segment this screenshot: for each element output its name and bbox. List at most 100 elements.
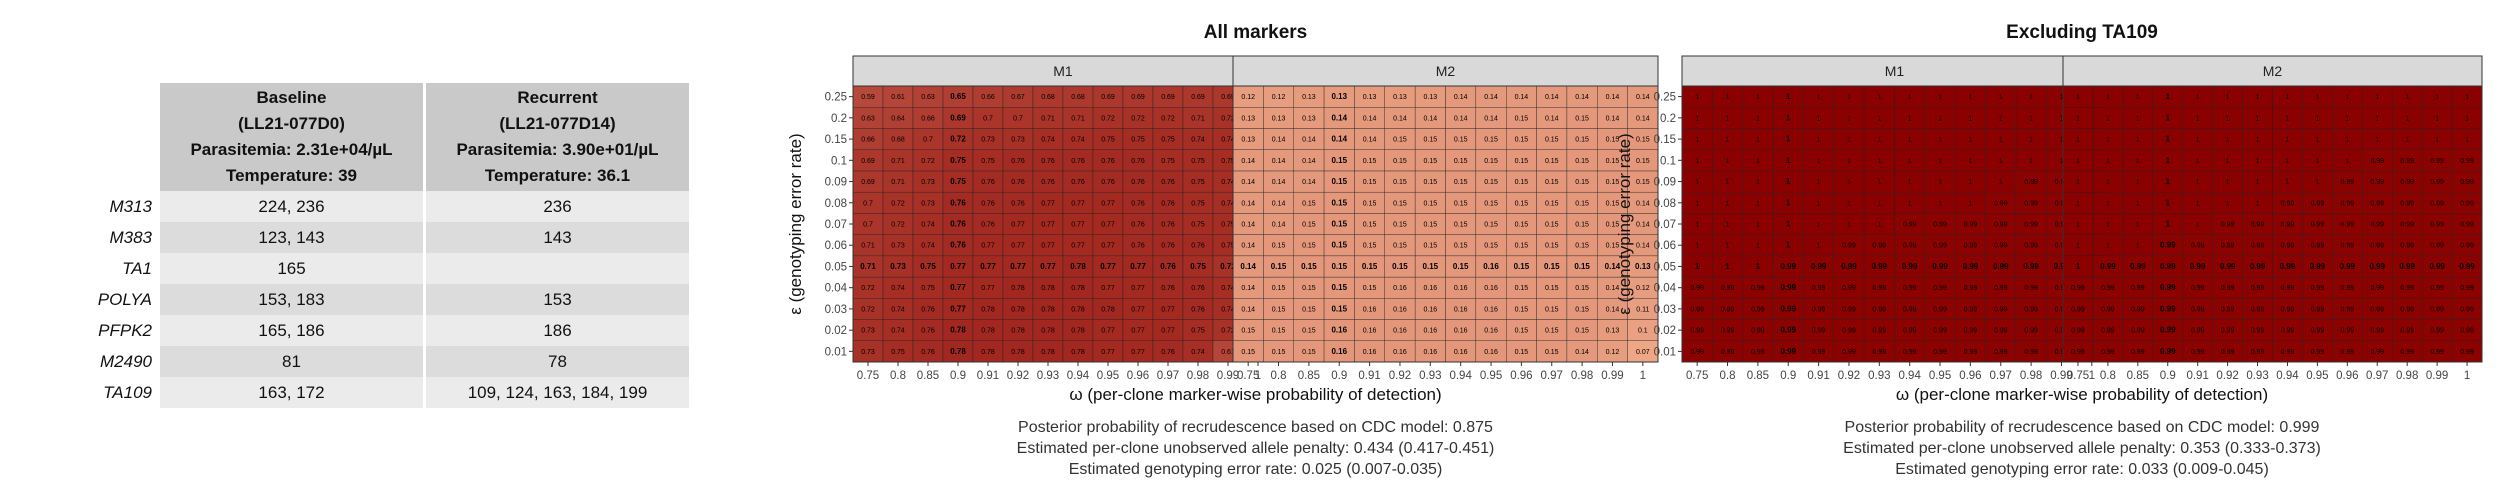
heatmap-cell xyxy=(1242,107,1274,129)
cell-value-label: 0.13 xyxy=(1393,94,1407,101)
cell-value-label: 1 xyxy=(2136,222,2140,229)
heatmap-cell xyxy=(1445,149,1477,172)
cell-value-label: 0.75 xyxy=(1161,137,1175,144)
heatmap-cell xyxy=(1032,319,1064,341)
heatmap-cell xyxy=(1681,107,1713,129)
heatmap-cell xyxy=(2046,340,2077,363)
y-tick-label: 0.03 xyxy=(825,304,847,316)
cell-value-label: 0.99 xyxy=(2370,179,2384,186)
cell-value-label: 1 xyxy=(2196,222,2200,229)
cell-value-label: 0.15 xyxy=(1545,285,1559,292)
cell-value-label: 0.15 xyxy=(1241,349,1255,356)
facet-label: M2 xyxy=(1436,63,1456,79)
heatmap-cell xyxy=(2076,107,2108,129)
cell-value-label: 1 xyxy=(1756,94,1760,101)
heatmap-cell xyxy=(1742,298,1774,320)
heatmap-cell xyxy=(1092,170,1124,193)
cell-value-label: 0.78 xyxy=(1071,306,1085,313)
cell-value-label: 0.73 xyxy=(921,200,935,207)
heatmap-cell xyxy=(2242,255,2273,278)
cell-value-label: 0.76 xyxy=(1191,306,1205,313)
heatmap-cell xyxy=(2152,85,2183,108)
heatmap-cell xyxy=(1894,255,1926,278)
heatmap-cell xyxy=(1475,276,1507,299)
heatmap-cell xyxy=(942,191,974,214)
heatmap-cell xyxy=(1293,276,1325,299)
heatmap-cell xyxy=(2182,107,2213,129)
cell-value-label: 0.71 xyxy=(860,262,876,271)
cell-value-label: 0.72 xyxy=(1221,328,1235,335)
cell-value-label: 0.13 xyxy=(1635,262,1651,271)
heatmap-cell xyxy=(1263,340,1294,363)
heatmap-cell xyxy=(1212,213,1244,235)
cell-value-label: 1 xyxy=(2226,115,2230,122)
heatmap-cell xyxy=(1323,298,1355,320)
heatmap-cell xyxy=(1712,213,1743,235)
heatmap-cell xyxy=(1152,276,1184,299)
heatmap-cell xyxy=(1475,213,1507,235)
cell-value-label: 0.99 xyxy=(1751,306,1765,313)
heatmap-cell xyxy=(1833,170,1865,193)
cell-value-label: 0.16 xyxy=(1393,285,1407,292)
heatmap-cell xyxy=(2332,276,2363,299)
heatmap-cell xyxy=(1894,319,1926,341)
cell-value-label: 1 xyxy=(1877,222,1881,229)
cell-value-label: 0.99 xyxy=(1721,328,1735,335)
heatmap-cell xyxy=(2062,128,2094,150)
cell-value-label: 0.76 xyxy=(950,220,966,229)
heatmap-cell xyxy=(1712,276,1743,299)
heatmap-cell xyxy=(1384,234,1416,257)
heatmap-cell xyxy=(1742,213,1774,235)
heatmap-cell xyxy=(2212,340,2243,363)
cell-value-label: 0.99 xyxy=(2370,158,2384,165)
heatmap-cell xyxy=(1742,191,1774,214)
x-tick-label: 0.9 xyxy=(1331,370,1347,382)
recurrent-alleles: 109, 124, 163, 184, 199 xyxy=(423,377,689,408)
cell-value-label: 1 xyxy=(2029,137,2033,144)
heatmap-cell xyxy=(1803,276,1834,299)
cell-value-label: 0.99 xyxy=(2281,306,2295,313)
heatmap-cell xyxy=(1182,255,1214,278)
recurrent-alleles: 236 xyxy=(423,191,689,222)
y-tick-label: 0.08 xyxy=(1654,198,1676,210)
cell-value-label: 1 xyxy=(2286,158,2290,165)
cell-value-label: 0.13 xyxy=(1363,94,1377,101)
heatmap-cell xyxy=(1566,149,1598,172)
heatmap-cell xyxy=(1263,128,1294,150)
cell-value-label: 0.99 xyxy=(2400,306,2414,313)
cell-value-label: 0.74 xyxy=(1191,349,1205,356)
heatmap-cell xyxy=(1681,191,1713,214)
cell-value-label: 0.14 xyxy=(1241,222,1255,229)
heatmap-cell xyxy=(1242,255,1274,278)
cell-value-label: 0.15 xyxy=(1454,158,1468,165)
cell-value-label: 0.99 xyxy=(1842,349,1856,356)
cell-value-label: 0.99 xyxy=(1994,328,2008,335)
heatmap-cell xyxy=(852,128,884,150)
heatmap-cell xyxy=(912,298,944,320)
cell-value-label: 0.15 xyxy=(1606,222,1620,229)
x-tick-label: 0.75 xyxy=(1237,370,1259,382)
heatmap-cell xyxy=(882,191,914,214)
cell-value-label: 0.99 xyxy=(2221,243,2235,250)
cell-value-label: 0.13 xyxy=(1424,94,1438,101)
heatmap-cell xyxy=(2272,255,2303,278)
heatmap-cell xyxy=(1712,255,1743,278)
heatmap-cell xyxy=(912,149,944,172)
cell-value-label: 0.68 xyxy=(1041,94,1055,101)
cell-value-label: 1 xyxy=(2106,200,2110,207)
heatmap-cell xyxy=(1833,191,1865,214)
cell-value-label: 0.75 xyxy=(891,349,905,356)
x-tick-label: 0.9 xyxy=(1780,370,1796,382)
cell-value-label: 0.99 xyxy=(2024,306,2038,313)
cell-value-label: 1 xyxy=(2136,200,2140,207)
heatmap-cell xyxy=(2332,107,2363,129)
heatmap-cell xyxy=(2152,340,2183,363)
heatmap-cell xyxy=(1242,276,1274,299)
cell-value-label: 0.99 xyxy=(1902,262,1918,271)
cell-value-label: 0.99 xyxy=(2160,347,2176,356)
cell-value-label: 1 xyxy=(2226,94,2230,101)
y-axis-title: ε (genotyping error rate) xyxy=(786,133,805,314)
cell-value-label: 0.99 xyxy=(2341,200,2355,207)
table-row: M2490 81 78 xyxy=(90,346,689,377)
heatmap-cell xyxy=(1212,107,1244,129)
